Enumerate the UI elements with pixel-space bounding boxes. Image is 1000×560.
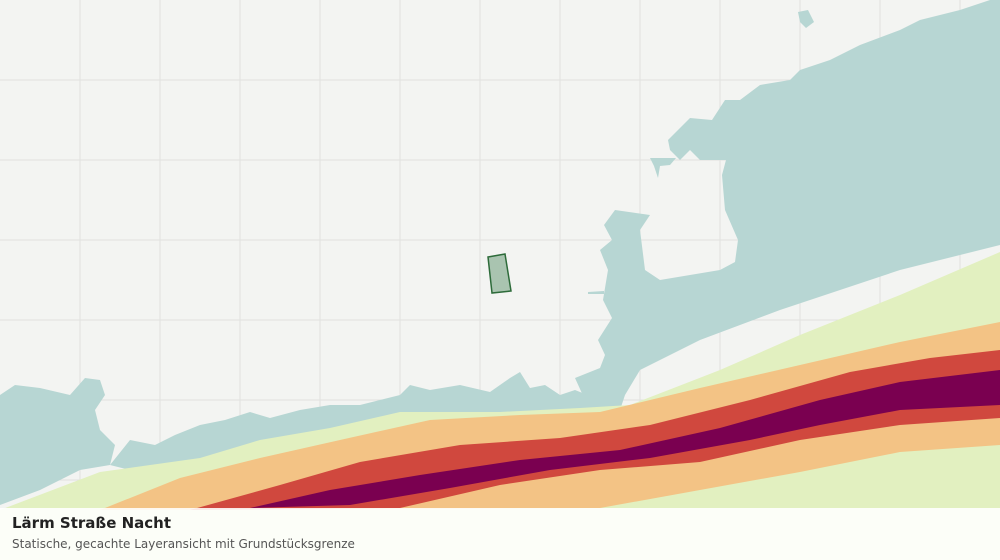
layer-title: Lärm Straße Nacht	[12, 514, 172, 532]
water	[0, 0, 1000, 505]
noise-bands	[0, 252, 1000, 560]
noise-band-high	[190, 350, 1000, 510]
noise-band-very-high	[250, 370, 1000, 508]
layer-subtitle: Statische, gecachte Layeransicht mit Gru…	[12, 537, 355, 551]
caption-bar: Lärm Straße Nacht Statische, gecachte La…	[0, 508, 1000, 560]
noise-band-medium	[100, 322, 1000, 510]
parcel-boundary	[487, 253, 512, 294]
